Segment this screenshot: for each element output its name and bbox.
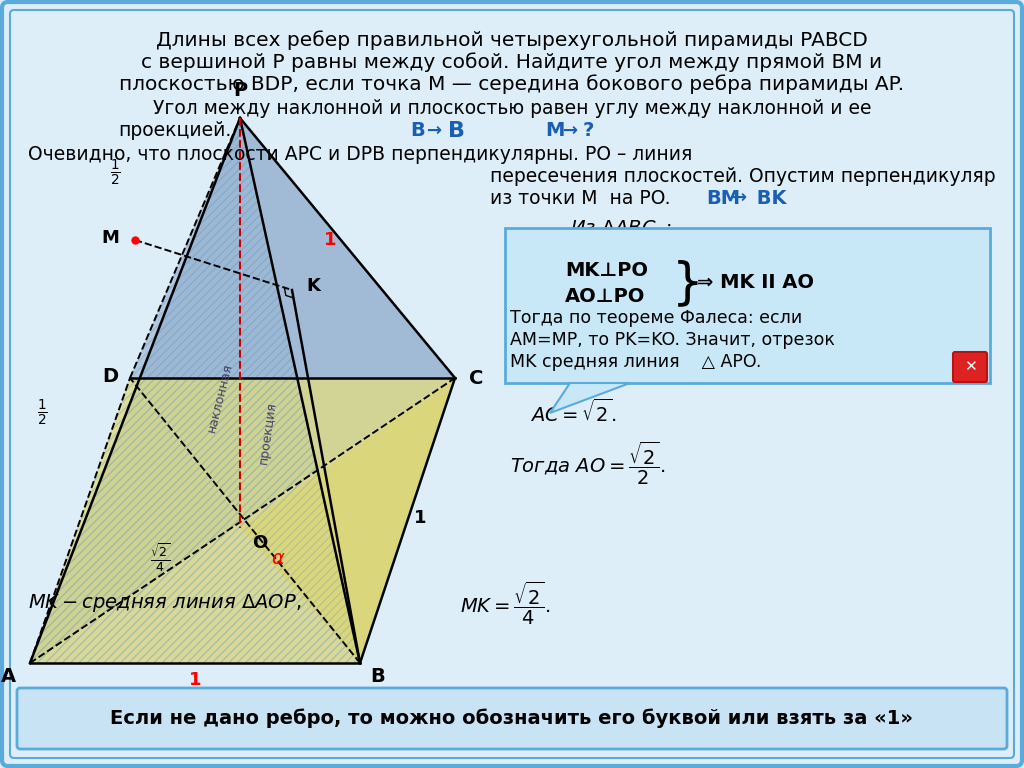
Text: Тогда по теореме Фалеса: если: Тогда по теореме Фалеса: если	[510, 309, 802, 327]
Text: пересечения плоскостей. Опустим перпендикуляр: пересечения плоскостей. Опустим перпенди…	[490, 167, 995, 186]
Text: Длины всех ребер правильной четырехугольной пирамиды PABCD: Длины всех ребер правильной четырехуголь…	[156, 30, 868, 50]
Text: $\mathit{Тогда}\ AO = \dfrac{\sqrt{2}}{2}.$: $\mathit{Тогда}\ AO = \dfrac{\sqrt{2}}{2…	[510, 439, 666, 487]
FancyBboxPatch shape	[17, 688, 1007, 749]
Text: 1: 1	[324, 231, 336, 249]
Text: 1: 1	[414, 509, 426, 527]
Text: O: O	[252, 534, 267, 552]
Text: BK: BK	[750, 188, 786, 207]
Text: $\mathit{Из}\ \Delta\mathit{ABC}\ :$: $\mathit{Из}\ \Delta\mathit{ABC}\ :$	[570, 219, 672, 237]
Text: AO⊥PO: AO⊥PO	[565, 286, 645, 306]
Text: MK⊥PO: MK⊥PO	[565, 260, 648, 280]
Text: MK средняя линия    △ APO.: MK средняя линия △ APO.	[510, 353, 762, 371]
Polygon shape	[240, 118, 455, 663]
Polygon shape	[30, 118, 240, 663]
Text: →: →	[732, 189, 748, 207]
Text: Если не дано ребро, то можно обозначить его буквой или взять за «1»: Если не дано ребро, то можно обозначить …	[111, 708, 913, 728]
Text: $MK - \mathit{средняя}\ \mathit{линия}\ \Delta AOP,$: $MK - \mathit{средняя}\ \mathit{линия}\ …	[28, 592, 301, 614]
Text: $\alpha$: $\alpha$	[270, 548, 286, 568]
Text: $AC^2 = AB^2 + BC^2;$: $AC^2 = AB^2 + BC^2;$	[530, 244, 710, 272]
Text: M: M	[101, 229, 119, 247]
Text: 1: 1	[188, 671, 202, 689]
Text: AM=MP, то PK=KO. Значит, отрезок: AM=MP, то PK=KO. Значит, отрезок	[510, 331, 835, 349]
Text: ?: ?	[583, 121, 594, 141]
Text: →: →	[427, 122, 442, 140]
Polygon shape	[550, 383, 630, 413]
Text: B: B	[410, 121, 425, 141]
Polygon shape	[130, 118, 455, 378]
Text: ⇒ MK II AO: ⇒ MK II AO	[697, 273, 814, 293]
Text: }: }	[672, 259, 703, 307]
Text: Очевидно, что плоскости APC и DPB перпендикулярны. PO – линия: Очевидно, что плоскости APC и DPB перпен…	[28, 144, 692, 164]
Text: BM: BM	[706, 188, 740, 207]
Text: из точки M  на PO.: из точки M на PO.	[490, 188, 671, 207]
Text: ✕: ✕	[964, 359, 976, 375]
Polygon shape	[30, 118, 455, 663]
Text: →: →	[563, 122, 579, 140]
Text: D: D	[101, 366, 118, 386]
Text: плоскостью BDP, если точка M — середина бокового ребра пирамиды AP.: плоскостью BDP, если точка M — середина …	[120, 74, 904, 94]
Text: проекцией.: проекцией.	[118, 121, 231, 141]
Text: проекция: проекция	[257, 401, 279, 465]
Polygon shape	[240, 378, 455, 663]
Text: C: C	[469, 369, 483, 388]
Text: Угол между наклонной и плоскостью равен углу между наклонной и ее: Угол между наклонной и плоскостью равен …	[153, 98, 871, 118]
Text: M: M	[545, 121, 564, 141]
Polygon shape	[30, 378, 455, 663]
Text: B: B	[449, 121, 465, 141]
Text: $AC^2 = 1^2 + 1^2$: $AC^2 = 1^2 + 1^2$	[530, 284, 650, 304]
FancyBboxPatch shape	[953, 352, 987, 382]
FancyBboxPatch shape	[505, 228, 990, 383]
Text: $\frac{1}{2}$: $\frac{1}{2}$	[37, 398, 47, 428]
Text: $AC = \sqrt{2}.$: $AC = \sqrt{2}.$	[530, 399, 616, 425]
Text: $\frac{1}{2}$: $\frac{1}{2}$	[110, 158, 121, 188]
Text: B: B	[370, 667, 385, 686]
Text: $MK = \dfrac{\sqrt{2}}{4}.$: $MK = \dfrac{\sqrt{2}}{4}.$	[460, 579, 551, 627]
Text: $\frac{\sqrt{2}}{4}$: $\frac{\sqrt{2}}{4}$	[150, 541, 170, 574]
Polygon shape	[30, 118, 360, 663]
Text: с вершиной P равны между собой. Найдите угол между прямой BM и: с вершиной P равны между собой. Найдите …	[141, 52, 883, 72]
Text: A: A	[1, 667, 16, 686]
Text: наклонная: наклонная	[205, 362, 234, 434]
Text: K: K	[306, 277, 319, 295]
Text: P: P	[232, 81, 247, 100]
